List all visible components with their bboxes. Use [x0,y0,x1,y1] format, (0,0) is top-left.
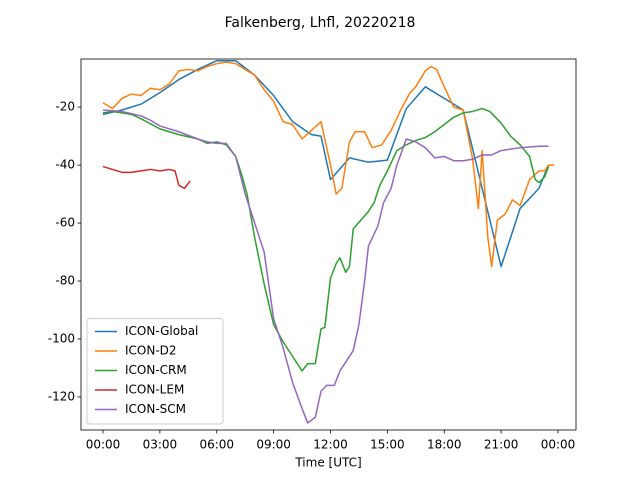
legend-box [86,318,224,425]
series-line [102,109,549,424]
series-line [102,165,191,190]
x-tick-label: 21:00 [484,438,519,452]
legend-label: ICON-Global [125,324,198,338]
x-tick-label: 15:00 [370,438,405,452]
legend-label: ICON-CRM [125,363,187,377]
series-line [102,61,555,268]
x-tick-label: 00:00 [86,438,121,452]
x-tick-label: 06:00 [199,438,234,452]
y-tick-label: -80 [55,274,75,288]
x-tick-label: 12:00 [313,438,348,452]
legend-label: ICON-SCM [125,402,186,416]
x-axis-label: Time [UTC] [294,456,361,470]
legend-label: ICON-D2 [125,344,177,358]
axes-frame [80,58,577,431]
chart-title: Falkenberg, Lhfl, 20220218 [225,15,416,31]
legend-label: ICON-LEM [125,383,184,397]
x-tick-label: 03:00 [143,438,178,452]
x-tick-label: 00:00 [541,438,576,452]
x-tick-label: 09:00 [256,438,291,452]
y-tick-label: -120 [48,389,75,403]
y-tick-label: -40 [55,158,75,172]
series-line [102,107,550,372]
y-tick-label: -60 [55,216,75,230]
y-tick-label: -20 [55,100,75,114]
y-tick-label: -100 [48,331,75,345]
x-tick-label: 18:00 [427,438,462,452]
